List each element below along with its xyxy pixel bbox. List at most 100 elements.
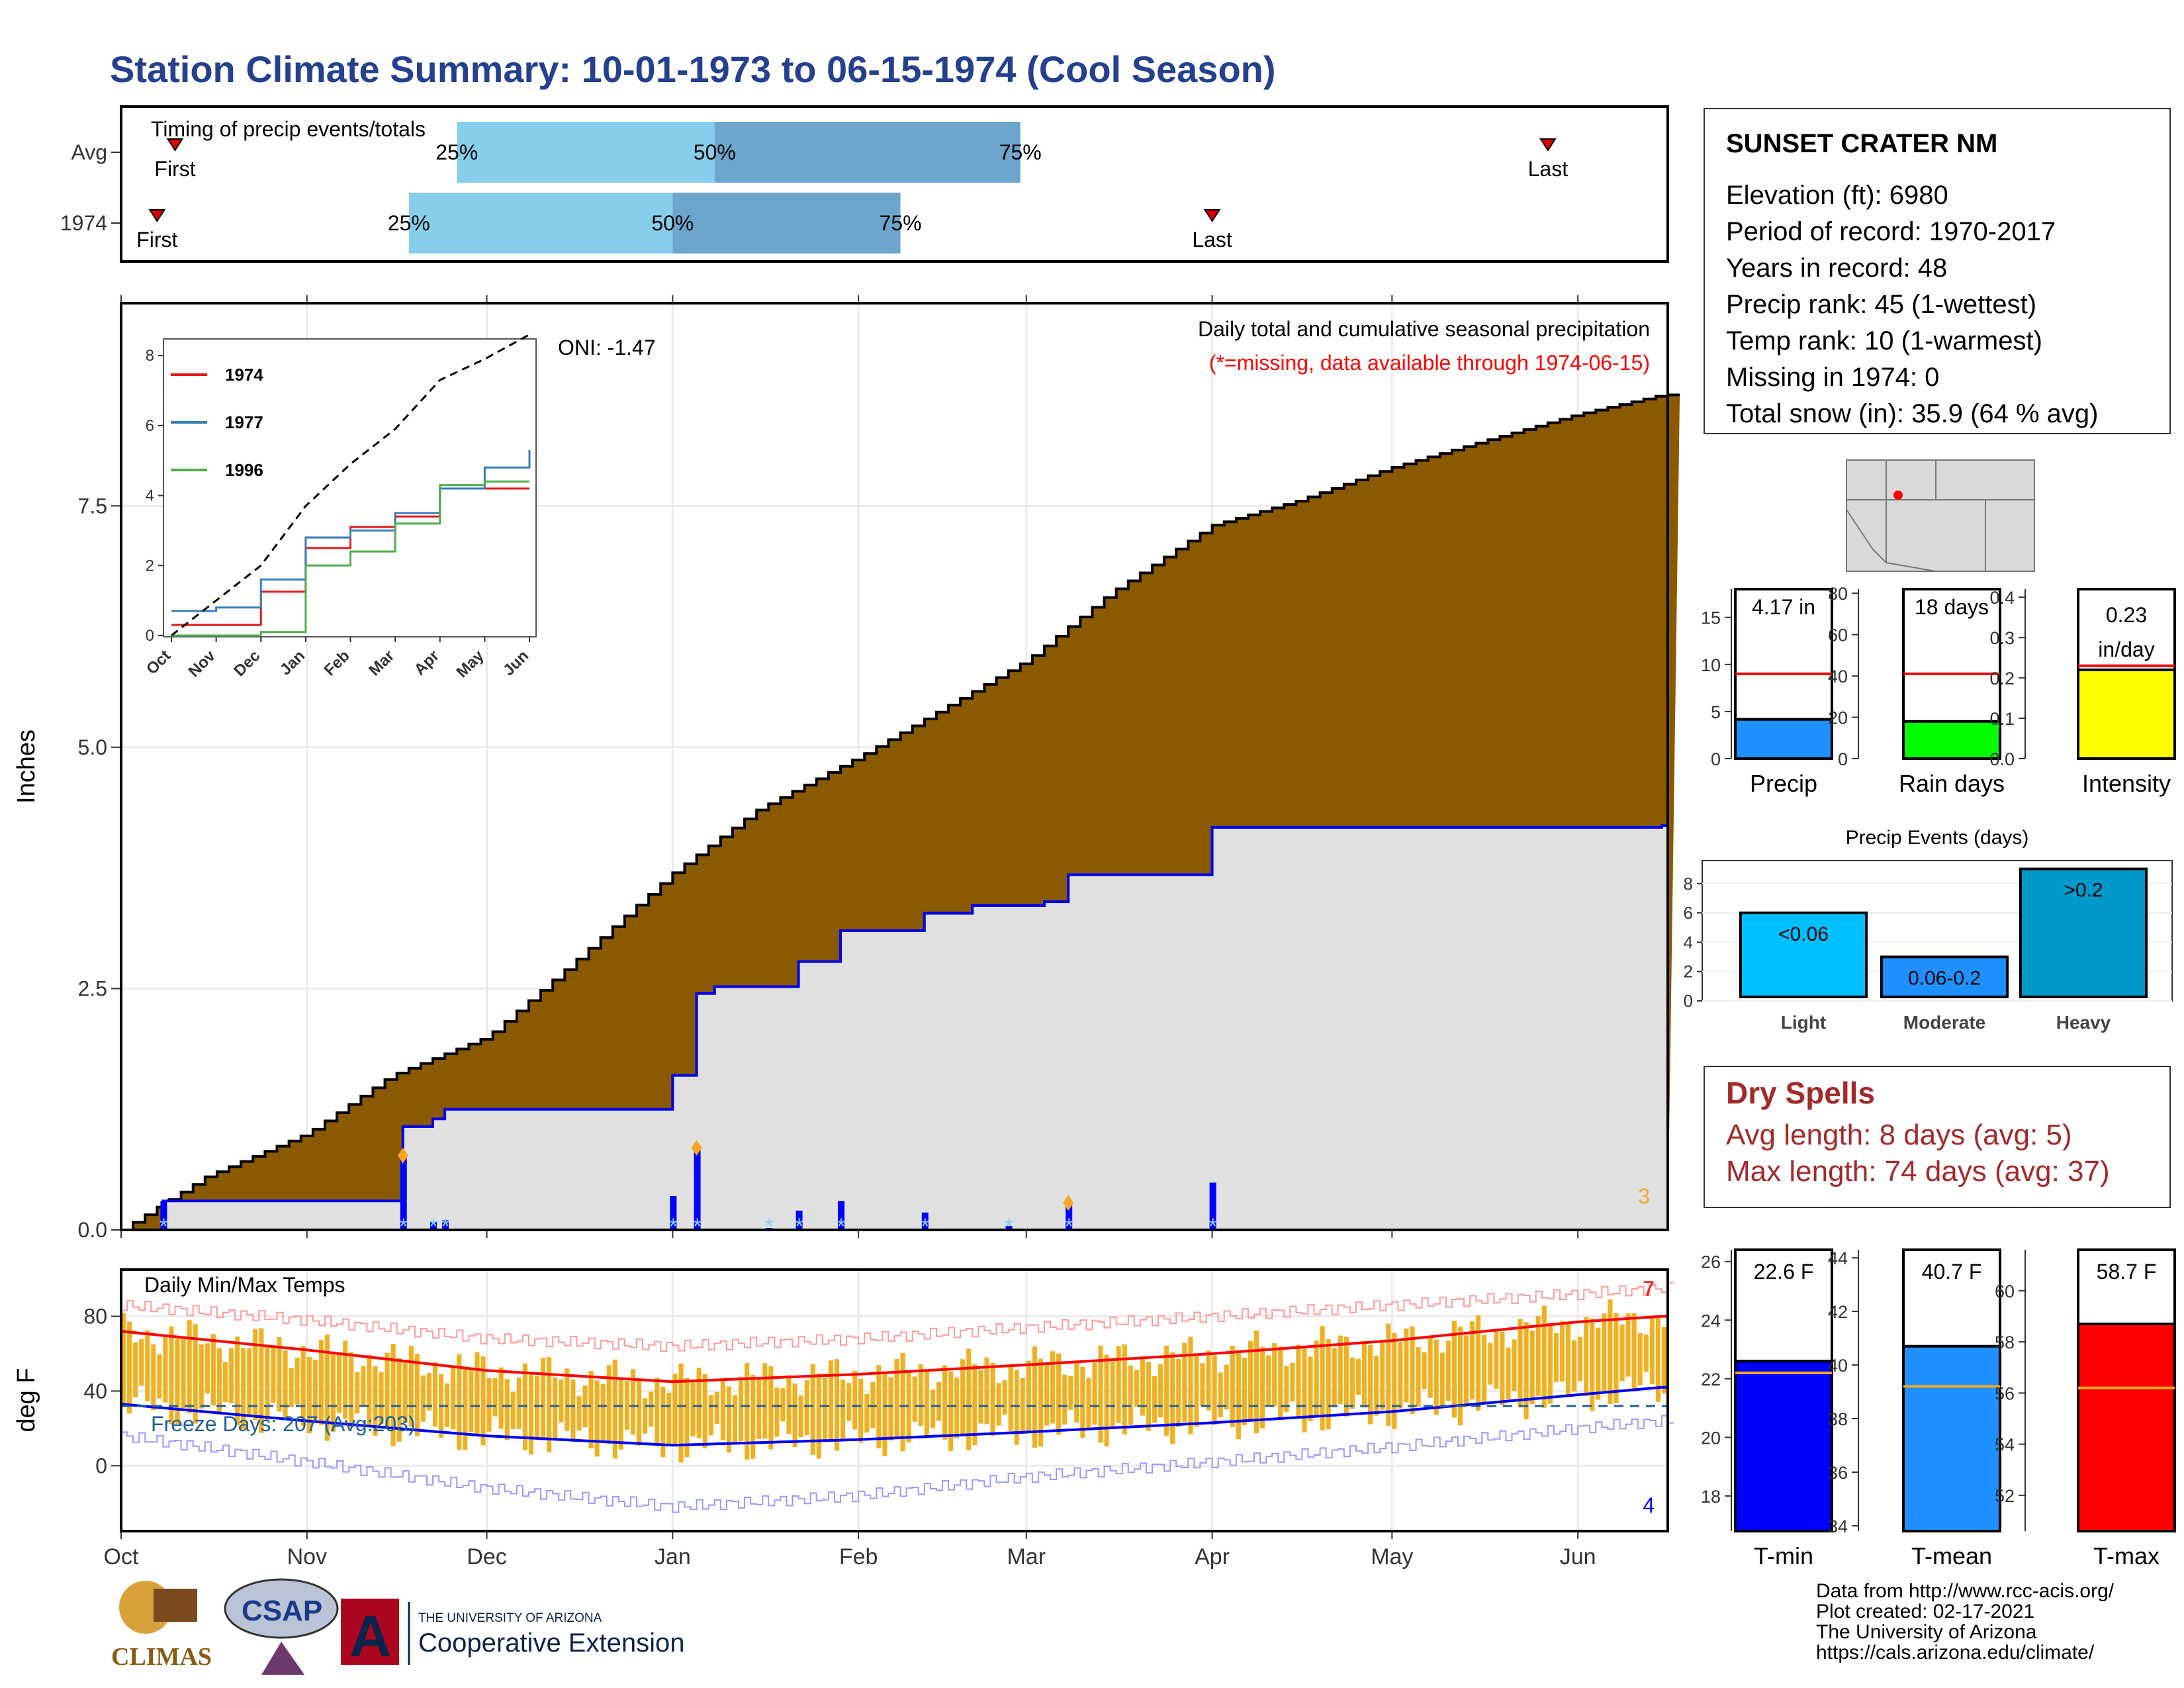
temp-daily-range-bar bbox=[1332, 1348, 1337, 1408]
temp-daily-range-bar bbox=[1206, 1350, 1211, 1411]
timing-marker-last bbox=[1203, 209, 1221, 222]
temp-daily-range-bar bbox=[906, 1371, 911, 1443]
timing-marker-last bbox=[1539, 138, 1557, 152]
ua-big-text: Cooperative Extension bbox=[418, 1628, 684, 1658]
temp-daily-range-bar bbox=[954, 1377, 960, 1438]
station-info-box: SUNSET CRATER NM Elevation (ft): 6980 Pe… bbox=[1704, 108, 2171, 434]
temp-daily-range-bar bbox=[229, 1348, 234, 1403]
temp-daily-range-bar bbox=[1637, 1333, 1643, 1385]
temp-xtick-label: Jun bbox=[1560, 1544, 1596, 1570]
temp-daily-range-bar bbox=[606, 1365, 612, 1444]
small-bar-ytick-label: 22 bbox=[1701, 1370, 1721, 1389]
temp-daily-range-bar bbox=[1524, 1322, 1529, 1420]
small-bar-ytick-label: 15 bbox=[1701, 608, 1721, 628]
temp-daily-range-bar bbox=[247, 1348, 252, 1416]
temp-daily-range-bar bbox=[1212, 1355, 1217, 1425]
precip-daily-bar bbox=[430, 1222, 437, 1230]
temp-daily-range-bar bbox=[1547, 1323, 1553, 1404]
temp-daily-range-bar bbox=[1590, 1318, 1595, 1412]
small-bar-ytick-label: 40 bbox=[1828, 667, 1848, 686]
temp-daily-range-bar bbox=[535, 1376, 540, 1439]
temp-daily-range-bar bbox=[1260, 1346, 1265, 1429]
events-ytick-label: 4 bbox=[1684, 932, 1693, 952]
temp-daily-range-bar bbox=[924, 1371, 929, 1439]
events-bar bbox=[2019, 867, 2148, 998]
temp-daily-range-bar bbox=[151, 1344, 156, 1411]
temp-daily-range-bar bbox=[618, 1377, 623, 1450]
precip-year-cumulative-area bbox=[121, 825, 1668, 1230]
temp-xtick-label: Oct bbox=[104, 1544, 139, 1570]
small-bar-value-label: 58.7 F bbox=[2097, 1260, 2157, 1284]
precip-missing-star: * bbox=[429, 1214, 437, 1239]
temp-daily-range-bar bbox=[1445, 1340, 1451, 1401]
temp-daily-range-bar bbox=[660, 1386, 666, 1458]
temp-daily-range-bar bbox=[253, 1329, 258, 1421]
station-elevation: Elevation (ft): 6980 bbox=[1726, 181, 1948, 210]
temp-daily-range-bar bbox=[193, 1324, 198, 1424]
temp-daily-range-bar bbox=[816, 1373, 821, 1459]
temp-daily-range-bar bbox=[145, 1330, 150, 1402]
timing-bar-25-50 bbox=[408, 193, 673, 254]
precip-missing-star: * bbox=[837, 1214, 845, 1239]
temp-daily-range-bar bbox=[1176, 1358, 1181, 1427]
small-bar-title: T-max bbox=[2093, 1542, 2160, 1570]
temp-daily-range-bar bbox=[678, 1363, 684, 1463]
temp-daily-range-bar bbox=[1476, 1315, 1481, 1411]
temp-daily-range-bar bbox=[510, 1391, 516, 1429]
temp-daily-range-bar bbox=[295, 1357, 300, 1405]
temp-daily-range-bar bbox=[1140, 1356, 1145, 1416]
temp-ytick-label: 80 bbox=[83, 1305, 107, 1329]
temp-daily-range-bar bbox=[337, 1352, 342, 1413]
temp-daily-range-bar bbox=[745, 1363, 750, 1460]
temp-daily-range-bar bbox=[318, 1340, 324, 1425]
temp-daily-range-bar bbox=[1529, 1331, 1535, 1405]
temp-daily-range-bar bbox=[780, 1387, 786, 1422]
temp-daily-range-bar bbox=[978, 1370, 983, 1424]
precip-daily-bar bbox=[694, 1148, 701, 1230]
temp-daily-range-bar bbox=[1110, 1361, 1115, 1427]
small-bar-ytick-label: 54 bbox=[1995, 1435, 2015, 1455]
temp-daily-range-bar bbox=[1338, 1335, 1343, 1405]
temp-daily-range-bar bbox=[187, 1320, 192, 1413]
temp-daily-range-bar bbox=[306, 1356, 312, 1434]
temp-daily-range-bar bbox=[475, 1352, 480, 1435]
temp-daily-range-bar bbox=[1596, 1327, 1601, 1400]
inset-legend-label: 1974 bbox=[225, 365, 263, 385]
precip-daily-bar bbox=[400, 1155, 407, 1230]
temp-daily-range-bar bbox=[1122, 1344, 1127, 1434]
temp-daily-range-bar bbox=[1572, 1340, 1577, 1392]
small-bar-title: T-mean bbox=[1911, 1542, 1992, 1570]
temp-daily-range-bar bbox=[1014, 1370, 1019, 1445]
temp-daily-range-bar bbox=[1200, 1363, 1205, 1407]
temp-daily-range-bar bbox=[810, 1364, 815, 1455]
temp-daily-range-bar bbox=[1253, 1331, 1259, 1433]
events-category-label: Heavy bbox=[2056, 1012, 2111, 1033]
small-bar-ytick-label: 36 bbox=[1828, 1463, 1848, 1483]
temp-daily-range-bar bbox=[792, 1383, 797, 1448]
temp-xtick-label: Dec bbox=[467, 1544, 506, 1570]
temp-daily-range-bar bbox=[565, 1368, 570, 1431]
ua-small-text: THE UNIVERSITY OF ARIZONA bbox=[418, 1611, 602, 1625]
temp-daily-range-bar bbox=[726, 1386, 731, 1453]
temp-daily-range-bar bbox=[1416, 1346, 1421, 1407]
precip-daily-bar bbox=[796, 1210, 803, 1230]
inset-ytick-label: 2 bbox=[146, 557, 154, 575]
temp-xtick-label: Feb bbox=[839, 1544, 878, 1570]
temp-daily-range-bar bbox=[1398, 1341, 1403, 1409]
temp-daily-range-bar bbox=[157, 1354, 162, 1399]
temp-daily-range-bar bbox=[121, 1313, 126, 1405]
temp-daily-range-bar bbox=[504, 1379, 510, 1440]
temp-daily-range-bar bbox=[1308, 1356, 1313, 1421]
precip-year-cumulative-line bbox=[121, 823, 1668, 1231]
temp-avg-min-line bbox=[120, 1385, 1668, 1447]
temp-daily-range-bar bbox=[469, 1368, 474, 1432]
temp-daily-range-bar bbox=[289, 1368, 294, 1407]
precip-snow-marker bbox=[397, 1147, 408, 1164]
temp-daily-range-bar bbox=[1086, 1378, 1091, 1429]
temp-daily-range-bar bbox=[858, 1378, 864, 1443]
temp-daily-range-bar bbox=[210, 1334, 216, 1406]
events-bar-label: >0.2 bbox=[2064, 880, 2103, 902]
temp-daily-range-bar bbox=[133, 1342, 138, 1397]
precip-missing-star: * bbox=[1208, 1214, 1217, 1239]
credits: Data from http://www.rcc-acis.org/ Plot … bbox=[1816, 1581, 2114, 1663]
